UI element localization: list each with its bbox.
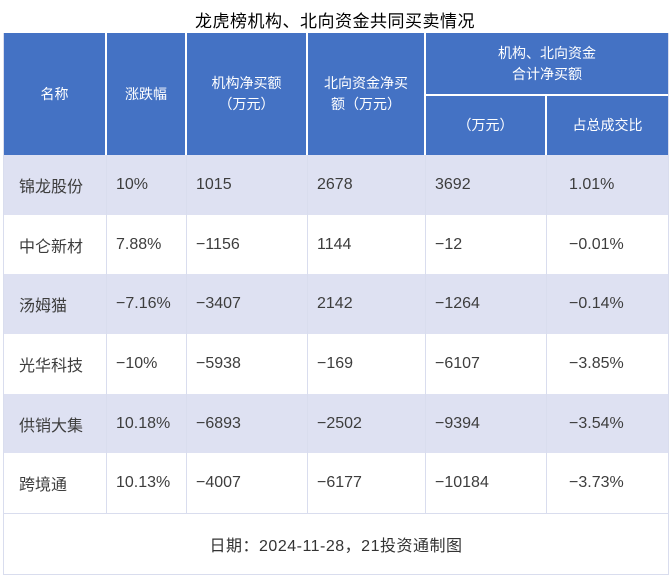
combined-pct: −3.54%: [569, 414, 624, 432]
stock-name: 光华科技: [4, 334, 107, 394]
table-row: 中仑新材 7.88% −1156 1144 −12 −0.01%: [4, 214, 668, 275]
combined-pct: −0.14%: [569, 295, 624, 313]
combined-amount: −1264: [426, 274, 547, 335]
stock-name: 锦龙股份: [4, 155, 107, 215]
header-combined-pct: 占总成交比: [572, 117, 643, 133]
change-pct: −7.16%: [107, 274, 187, 335]
change-pct: 10%: [107, 155, 187, 215]
combined-pct: −3.73%: [569, 474, 624, 492]
northbound-net-buy: −6177: [308, 453, 426, 514]
change-pct: 10.18%: [107, 393, 187, 454]
institution-net-buy: 1015: [187, 155, 308, 215]
stock-name: 中仑新材: [4, 214, 107, 275]
table-row: 光华科技 −10% −5938 −169 −6107 −3.85%: [4, 334, 668, 394]
northbound-net-buy: 2142: [308, 274, 426, 335]
source-note: 日期：2024-11-28，21投资通制图: [4, 513, 668, 575]
table-header: 名称 涨跌幅 机构净买额 （万元） 北向资金净买 额（万元） 机构、北向资金 合…: [4, 33, 668, 155]
combined-amount: −12: [426, 214, 547, 275]
header-change: 涨跌幅: [107, 33, 187, 155]
combined-amount: −6107: [426, 334, 547, 394]
change-pct: −10%: [107, 334, 187, 394]
northbound-net-buy: −2502: [308, 393, 426, 454]
header-name: 名称: [4, 33, 107, 155]
combined-pct: −0.01%: [569, 235, 624, 253]
institution-net-buy: −6893: [187, 393, 308, 454]
header-northbound-net-buy: 北向资金净买 额（万元）: [308, 33, 426, 155]
institution-net-buy: −1156: [187, 214, 308, 275]
combined-amount: 3692: [426, 155, 547, 215]
combined-pct: −3.85%: [569, 354, 624, 372]
combined-amount: −10184: [426, 453, 547, 514]
northbound-net-buy: 1144: [308, 214, 426, 275]
stock-name: 跨境通: [4, 453, 107, 514]
combined-pct: 1.01%: [569, 175, 615, 193]
combined-amount: −9394: [426, 393, 547, 454]
stock-name: 供销大集: [4, 393, 107, 454]
page-title: 龙虎榜机构、北向资金共同买卖情况: [195, 12, 475, 31]
header-combined-amount: （万元）: [426, 96, 547, 155]
header-combined-group: 机构、北向资金 合计净买额: [426, 33, 668, 96]
header-institution-net-buy: 机构净买额 （万元）: [187, 33, 308, 155]
table-row: 跨境通 10.13% −4007 −6177 −10184 −3.73%: [4, 453, 668, 514]
northbound-net-buy: −169: [308, 334, 426, 394]
change-pct: 10.13%: [107, 453, 187, 514]
institution-net-buy: −3407: [187, 274, 308, 335]
table-row: 汤姆猫 −7.16% −3407 2142 −1264 −0.14%: [4, 274, 668, 335]
table-row: 供销大集 10.18% −6893 −2502 −9394 −3.54%: [4, 393, 668, 454]
stock-name: 汤姆猫: [4, 274, 107, 335]
table-row: 锦龙股份 10% 1015 2678 3692 1.01%: [4, 155, 668, 215]
stocks-table: 名称 涨跌幅 机构净买额 （万元） 北向资金净买 额（万元） 机构、北向资金 合…: [3, 33, 669, 576]
institution-net-buy: −5938: [187, 334, 308, 394]
institution-net-buy: −4007: [187, 453, 308, 514]
northbound-net-buy: 2678: [308, 155, 426, 215]
change-pct: 7.88%: [107, 214, 187, 275]
